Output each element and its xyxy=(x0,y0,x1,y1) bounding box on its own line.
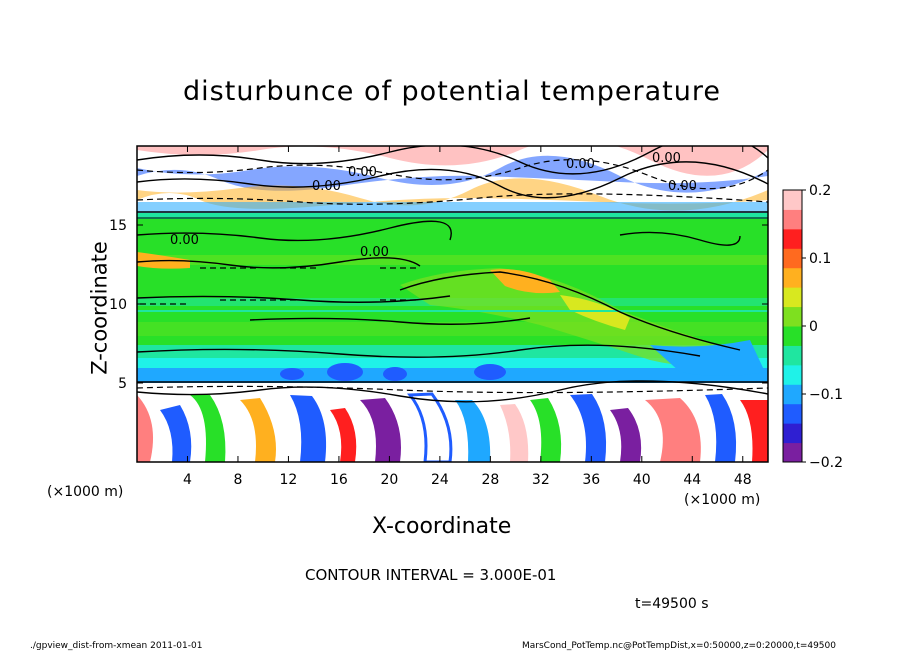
y-axis-ticks: 5 10 15 xyxy=(109,218,768,392)
contour-label: 0.00 xyxy=(360,245,389,260)
colorbar-swatch xyxy=(783,267,802,288)
x-tick-label: 40 xyxy=(633,472,651,488)
colorbar-swatch xyxy=(783,423,802,444)
x-tick-label: 24 xyxy=(431,472,449,488)
colorbar-swatch xyxy=(783,364,802,385)
x-tick-label: 20 xyxy=(380,472,398,488)
x-axis-unit-right: (×1000 m) xyxy=(684,492,761,508)
colorbar-swatch xyxy=(783,345,802,366)
chart-title: disturbunce of potential temperature xyxy=(183,76,721,107)
colorbar-tick-label: 0.2 xyxy=(809,183,831,199)
x-tick-label: 16 xyxy=(330,472,348,488)
colorbar-swatch xyxy=(783,287,802,308)
footer-right: MarsCond_PotTemp.nc@PotTempDist,x=0:5000… xyxy=(522,641,836,651)
contour-label: 0.00 xyxy=(170,233,199,248)
contour-interval-text: CONTOUR INTERVAL = 3.000E-01 xyxy=(305,566,557,584)
colorbar-swatch xyxy=(783,228,802,249)
colorbar: 0.2 0.1 0 −0.1 −0.2 xyxy=(782,183,843,471)
contour-labels: 0.00 0.00 0.00 0.00 0.00 0.00 0.00 xyxy=(170,151,697,260)
x-tick-label: 28 xyxy=(481,472,499,488)
y-tick-label: 15 xyxy=(109,218,127,234)
colorbar-swatch xyxy=(783,442,802,463)
y-tick-label: 10 xyxy=(109,297,127,313)
x-axis-unit-left: (×1000 m) xyxy=(47,484,124,500)
x-axis-label: X-coordinate xyxy=(372,514,512,539)
colorbar-swatch xyxy=(783,384,802,405)
contour-label: 0.00 xyxy=(668,179,697,194)
colorbar-swatch xyxy=(783,190,802,210)
colorbar-swatch xyxy=(783,209,802,230)
colorbar-swatch xyxy=(783,306,802,327)
colorbar-tick-label: −0.1 xyxy=(809,387,843,403)
x-tick-label: 44 xyxy=(683,472,701,488)
x-tick-label: 32 xyxy=(532,472,550,488)
contour-label: 0.00 xyxy=(652,151,681,166)
contour-label: 0.00 xyxy=(348,165,377,180)
colorbar-swatch xyxy=(783,326,802,346)
colorbar-tick-label: −0.2 xyxy=(809,455,843,471)
colorbar-swatch xyxy=(783,403,802,424)
x-tick-label: 8 xyxy=(233,472,242,488)
time-stamp: t=49500 s xyxy=(635,596,709,612)
colorbar-swatch xyxy=(783,248,802,269)
contour-label: 0.00 xyxy=(566,157,595,172)
colorbar-tick-label: 0.1 xyxy=(809,251,831,267)
colorbar-tick-label: 0 xyxy=(809,319,818,335)
y-tick-label: 5 xyxy=(118,376,127,392)
y-axis-label: Z-coordinate xyxy=(87,241,112,375)
x-tick-label: 48 xyxy=(734,472,752,488)
x-axis-ticks: 4 8 12 16 20 24 28 32 36 40 44 48 xyxy=(183,146,752,488)
x-tick-label: 4 xyxy=(183,472,192,488)
x-tick-label: 12 xyxy=(280,472,298,488)
heatmap-field: 0.00 0.00 0.00 0.00 0.00 0.00 0.00 xyxy=(137,146,768,462)
contour-label: 0.00 xyxy=(312,179,341,194)
footer-left: ./gpview_dist-from-xmean 2011-01-01 xyxy=(30,641,203,651)
x-tick-label: 36 xyxy=(582,472,600,488)
